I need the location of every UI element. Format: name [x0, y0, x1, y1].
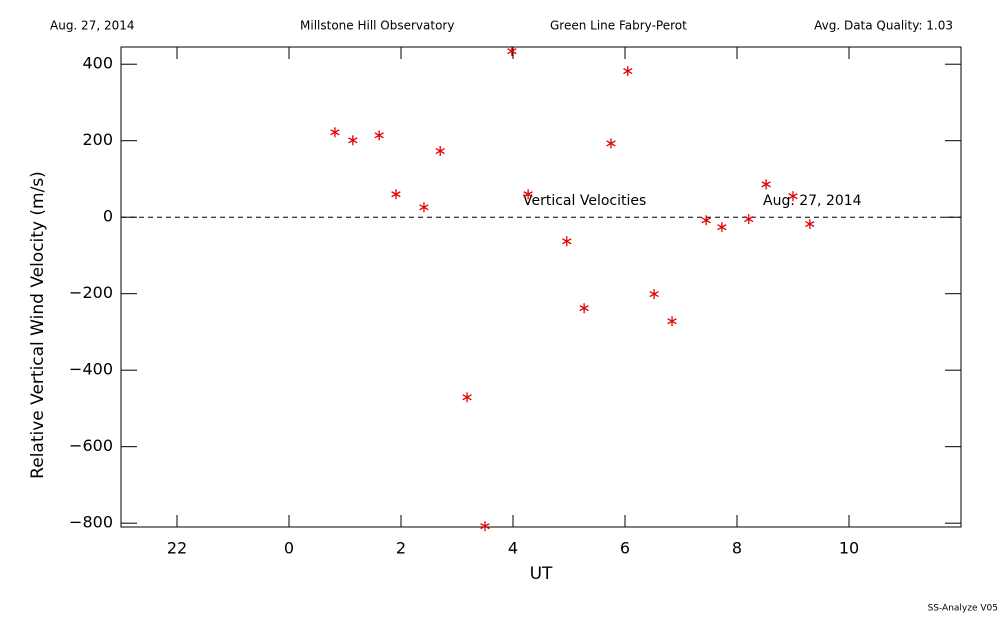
point	[701, 215, 711, 226]
point	[667, 316, 677, 327]
y-tick-label: −600	[69, 436, 113, 455]
header-date: Aug. 27, 2014	[50, 19, 135, 33]
point	[579, 303, 589, 314]
y-axis-label: Relative Vertical Wind Velocity (m/s)	[28, 171, 48, 479]
footer: SS-Analyze V05	[928, 604, 998, 614]
point	[649, 289, 659, 300]
point	[330, 127, 340, 138]
y-tick-label: −800	[69, 513, 113, 532]
point	[606, 138, 616, 149]
x-tick-label: 2	[396, 539, 406, 558]
point	[419, 202, 429, 213]
point	[788, 191, 798, 202]
x-tick-label: 8	[732, 539, 742, 558]
point	[480, 521, 490, 532]
x-axis-label: UT	[530, 564, 553, 584]
point	[348, 135, 358, 146]
point	[523, 189, 533, 200]
point	[391, 189, 401, 200]
annotation: Vertical Velocities	[523, 193, 646, 209]
annotation: Aug. 27, 2014	[763, 193, 862, 209]
x-tick-label: 4	[508, 539, 518, 558]
y-tick-label: 0	[103, 207, 113, 226]
point	[374, 130, 384, 141]
y-tick-label: 400	[82, 54, 113, 73]
x-tick-label: 22	[167, 539, 187, 558]
header-instrument: Green Line Fabry-Perot	[550, 19, 687, 33]
point	[805, 219, 815, 230]
point	[462, 392, 472, 403]
y-tick-label: −400	[69, 360, 113, 379]
x-tick-label: 6	[620, 539, 630, 558]
y-tick-label: −200	[69, 283, 113, 302]
point	[717, 222, 727, 233]
x-tick-label: 0	[284, 539, 294, 558]
point	[761, 179, 771, 190]
point	[623, 66, 633, 77]
header-observatory: Millstone Hill Observatory	[300, 19, 454, 33]
point	[562, 236, 572, 247]
point	[507, 46, 517, 57]
y-tick-label: 200	[82, 130, 113, 149]
point	[435, 146, 445, 157]
point	[744, 214, 754, 225]
header-quality: Avg. Data Quality: 1.03	[814, 19, 953, 33]
x-tick-label: 10	[839, 539, 859, 558]
plot-frame	[120, 46, 962, 528]
